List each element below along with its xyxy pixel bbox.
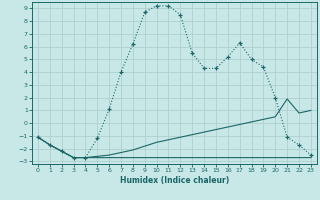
X-axis label: Humidex (Indice chaleur): Humidex (Indice chaleur) bbox=[120, 176, 229, 185]
